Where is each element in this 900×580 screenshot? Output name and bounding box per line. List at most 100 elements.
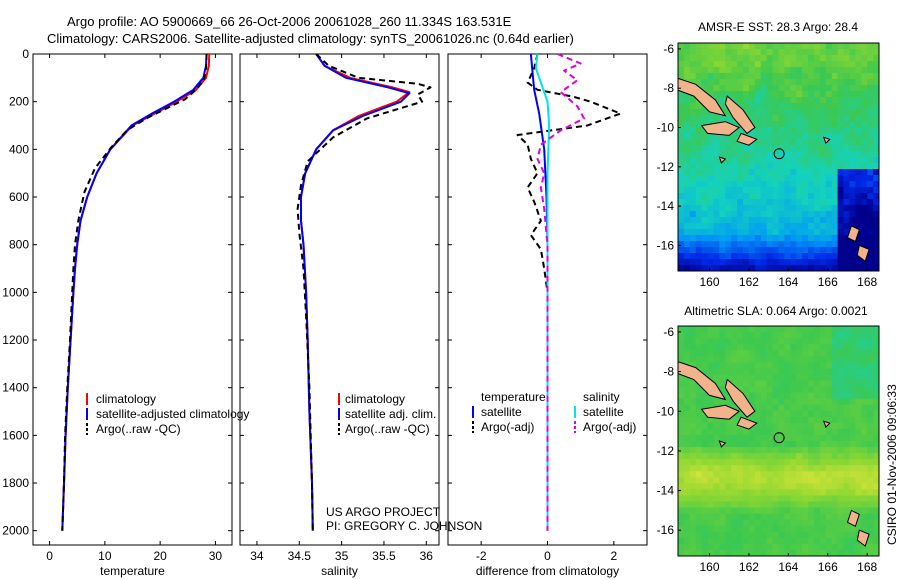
map-cell <box>678 344 685 351</box>
map-cell <box>843 356 851 363</box>
map-cell <box>713 380 720 388</box>
map-cell <box>808 525 815 533</box>
map-cell <box>689 193 697 200</box>
map-cell <box>743 67 750 74</box>
map-cell <box>813 531 821 539</box>
map-cell <box>743 537 750 545</box>
map-cell <box>873 441 879 448</box>
map-cell <box>778 49 786 56</box>
map-cell <box>808 169 815 176</box>
map-cell <box>737 43 744 50</box>
map-cell <box>683 495 691 503</box>
map-cell <box>849 199 856 206</box>
map-cell <box>725 205 732 212</box>
map-cell <box>843 163 851 170</box>
map-cell <box>813 416 821 424</box>
map-cell <box>855 374 862 382</box>
map-cell <box>778 97 786 104</box>
map-cell <box>725 145 732 152</box>
map-cell <box>784 199 791 206</box>
island <box>856 529 870 547</box>
map-cell <box>861 205 868 212</box>
map-cell <box>713 537 720 545</box>
map-cell <box>843 350 851 357</box>
map-cell <box>813 217 821 224</box>
map-cell <box>867 235 874 242</box>
map-cell <box>695 205 703 212</box>
map-cell <box>760 97 768 104</box>
map-cell <box>754 447 762 454</box>
map-cell <box>707 217 715 224</box>
map-cell <box>743 471 750 478</box>
map-cell <box>813 103 821 110</box>
map-cell <box>766 43 774 50</box>
map-cell <box>825 380 833 388</box>
map-cell <box>843 362 851 369</box>
map-cell <box>873 139 879 146</box>
map-cell <box>713 495 720 503</box>
map-cell <box>808 368 815 376</box>
map-cell <box>808 49 815 56</box>
map-cell <box>743 61 750 68</box>
map-cell <box>701 368 709 376</box>
map-cell <box>802 350 809 357</box>
map-cell <box>701 115 709 122</box>
map-cell <box>748 332 756 339</box>
map-cell <box>754 326 762 333</box>
map-cell <box>713 453 720 460</box>
map-cell <box>683 259 691 266</box>
map-cell <box>766 398 774 406</box>
map-cell <box>737 85 744 92</box>
map-cell <box>867 441 874 448</box>
map-cell <box>772 229 780 236</box>
map-cell <box>743 459 750 466</box>
map-cell <box>837 211 845 218</box>
map-cell <box>689 549 697 556</box>
map-cell <box>725 241 732 248</box>
map-cell <box>731 501 738 509</box>
map-cell <box>748 531 756 539</box>
map-cell <box>855 459 862 466</box>
map-cell <box>701 49 709 56</box>
map-cell <box>825 49 833 56</box>
map-cell <box>731 537 738 545</box>
map-cell <box>819 356 827 363</box>
map-cell <box>855 386 862 394</box>
map-cell <box>849 489 856 497</box>
map-cell <box>861 79 868 86</box>
map-cell <box>819 489 827 497</box>
map-cell <box>813 61 821 68</box>
map-cell <box>695 169 703 176</box>
map-y-tick-label: -14 <box>657 199 675 213</box>
map-cell <box>813 441 821 448</box>
map-cell <box>689 199 697 206</box>
map-cell <box>737 519 744 527</box>
map-cell <box>707 356 715 363</box>
map-cell <box>689 43 697 50</box>
map-cell <box>719 97 726 104</box>
map-cell <box>754 374 762 382</box>
map-cell <box>808 199 815 206</box>
map-cell <box>790 362 797 369</box>
map-cell <box>808 97 815 104</box>
map-cell <box>855 344 862 351</box>
map-cell <box>683 181 691 188</box>
map-cell <box>695 459 703 466</box>
map-cell <box>731 145 738 152</box>
map-cell <box>772 368 780 376</box>
map-cell <box>689 344 697 351</box>
map-cell <box>796 410 803 418</box>
map-cell <box>713 187 720 194</box>
map-cell <box>808 181 815 188</box>
map-cell <box>778 537 786 545</box>
map-cell <box>743 259 750 266</box>
map-cell <box>772 145 780 152</box>
map-cell <box>678 253 685 260</box>
map-cell <box>813 109 821 116</box>
map-cell <box>778 428 786 436</box>
map-cell <box>873 410 879 418</box>
map-cell <box>873 217 879 224</box>
map-cell <box>689 525 697 533</box>
map-cell <box>873 489 879 497</box>
map-cell <box>725 356 732 363</box>
